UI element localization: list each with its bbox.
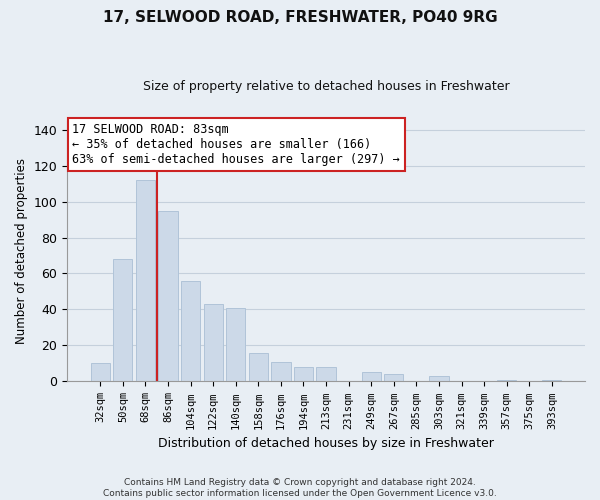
- Bar: [203, 304, 223, 382]
- Bar: [226, 308, 245, 382]
- Y-axis label: Number of detached properties: Number of detached properties: [15, 158, 28, 344]
- Bar: [158, 210, 178, 382]
- Bar: [271, 362, 290, 382]
- Bar: [136, 180, 155, 382]
- Bar: [181, 280, 200, 382]
- Text: Contains HM Land Registry data © Crown copyright and database right 2024.
Contai: Contains HM Land Registry data © Crown c…: [103, 478, 497, 498]
- Title: Size of property relative to detached houses in Freshwater: Size of property relative to detached ho…: [143, 80, 509, 93]
- Bar: [362, 372, 381, 382]
- X-axis label: Distribution of detached houses by size in Freshwater: Distribution of detached houses by size …: [158, 437, 494, 450]
- Text: 17 SELWOOD ROAD: 83sqm
← 35% of detached houses are smaller (166)
63% of semi-de: 17 SELWOOD ROAD: 83sqm ← 35% of detached…: [73, 123, 400, 166]
- Bar: [316, 367, 335, 382]
- Bar: [384, 374, 403, 382]
- Bar: [249, 352, 268, 382]
- Bar: [542, 380, 562, 382]
- Bar: [430, 376, 449, 382]
- Bar: [294, 367, 313, 382]
- Bar: [497, 380, 517, 382]
- Bar: [91, 364, 110, 382]
- Bar: [113, 259, 133, 382]
- Text: 17, SELWOOD ROAD, FRESHWATER, PO40 9RG: 17, SELWOOD ROAD, FRESHWATER, PO40 9RG: [103, 10, 497, 25]
